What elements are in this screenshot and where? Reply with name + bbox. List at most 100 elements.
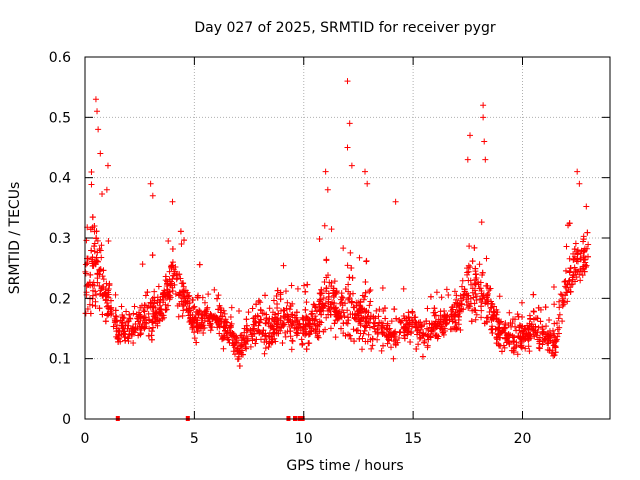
data-point [121,334,128,341]
data-point [282,288,289,295]
data-point [502,335,509,342]
data-point [187,311,194,318]
data-point [191,316,198,323]
data-point [198,314,205,321]
x-tick-label: 10 [295,431,313,447]
data-point [163,306,170,313]
data-point [315,334,322,341]
data-point [552,344,559,351]
data-point [113,314,120,321]
data-point [165,302,172,309]
data-point [407,330,414,337]
data-point [528,321,535,328]
data-point [481,320,488,327]
data-point [222,327,229,334]
data-point [323,285,330,292]
data-point [518,344,525,351]
data-point [510,349,517,356]
data-point [488,326,495,333]
data-point [220,324,227,331]
data-point [115,338,122,345]
data-point [273,327,280,334]
data-point [572,278,579,285]
data-point [375,322,382,329]
data-point [227,313,234,320]
data-point [557,291,564,298]
data-point [340,309,347,316]
data-point [305,340,312,347]
data-point [477,296,484,303]
data-point [302,331,309,338]
data-point [282,333,289,340]
data-point [201,299,208,306]
data-point [404,320,411,327]
data-point [297,327,304,334]
data-point [359,346,366,353]
data-point [415,341,422,348]
data-point [527,315,534,322]
data-point [221,319,228,326]
data-point [390,355,397,362]
data-point [252,340,259,347]
data-point [219,336,226,343]
data-point [331,320,338,327]
data-point [376,306,383,313]
data-point [116,335,123,342]
data-point [93,257,100,264]
data-point [87,282,94,289]
data-point [360,296,367,303]
data-point [408,323,415,330]
data-point [304,281,311,288]
data-point [160,299,167,306]
data-point [91,243,98,250]
data-point [359,292,366,299]
data-point [498,328,505,335]
data-point [584,229,591,236]
data-point [483,282,490,289]
data-point [466,243,473,250]
data-point [532,323,539,330]
data-point [486,287,493,294]
data-point [96,305,103,312]
data-point [89,302,96,309]
data-point [392,336,399,343]
data-point [562,292,569,299]
data-point [367,287,374,294]
data-point [458,305,465,312]
data-point [391,329,398,336]
data-point [189,324,196,331]
data-point [496,334,503,341]
data-point [431,305,438,312]
data-point [258,316,265,323]
data-point [141,314,148,321]
data-point [100,267,107,274]
data-point [354,308,361,315]
data-point [112,313,119,320]
data-point [350,326,357,333]
data-point [438,294,445,301]
data-point [487,305,494,312]
data-point [89,214,96,221]
data-point [362,289,369,296]
data-point [147,180,154,187]
data-point [293,325,300,332]
data-point [267,323,274,330]
data-point [420,332,427,339]
data-point [270,326,277,333]
data-point [347,335,354,342]
data-point [544,332,551,339]
data-point [467,300,474,307]
data-point [175,313,182,320]
data-point [111,317,118,324]
data-point [251,314,258,321]
data-point [151,314,158,321]
data-point [86,301,93,308]
data-point [318,286,325,293]
data-point [491,303,498,310]
data-point [261,350,268,357]
data-point [107,297,114,304]
data-point [441,314,448,321]
data-point [449,306,456,313]
data-point [157,310,164,317]
